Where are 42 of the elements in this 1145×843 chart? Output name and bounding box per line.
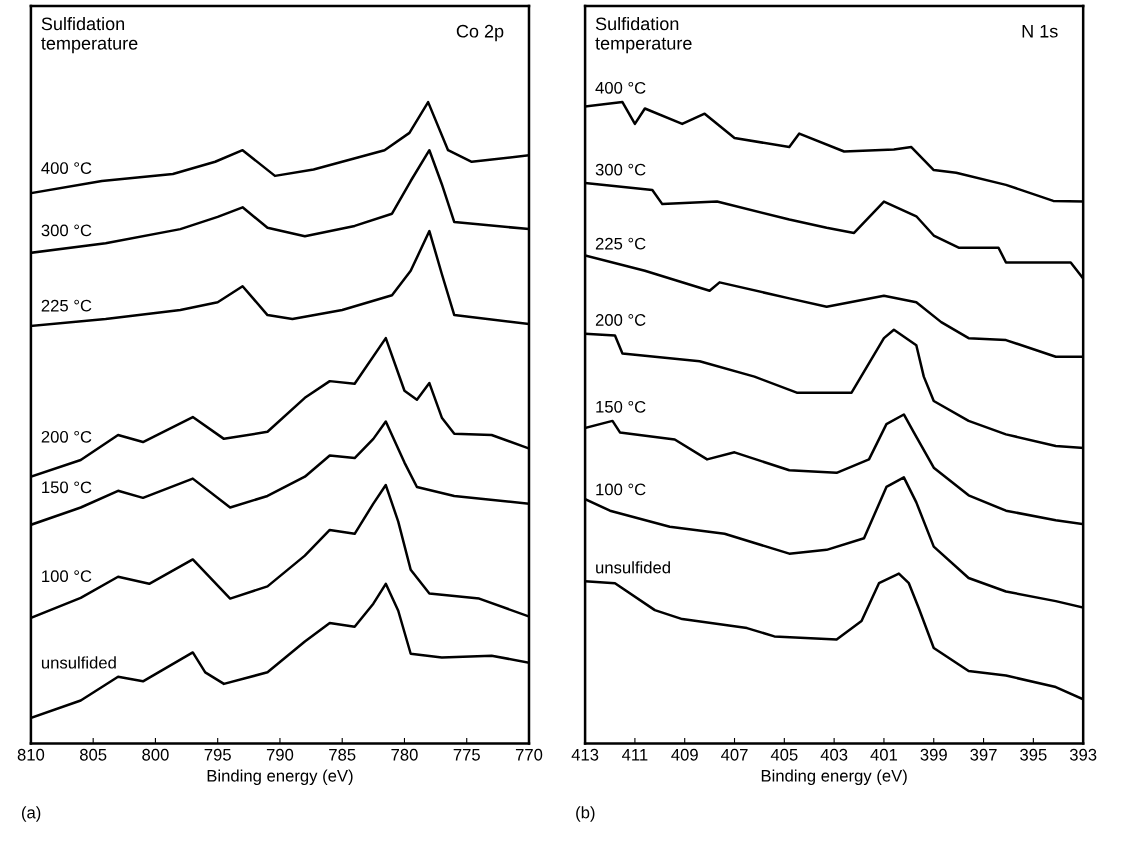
x-tick-label: 395 <box>1020 748 1047 761</box>
series-label: 300 °C <box>595 163 646 176</box>
x-tick-label: 401 <box>870 748 898 761</box>
x-tick-label: 790 <box>266 748 294 761</box>
x-tick-label: 409 <box>671 748 698 761</box>
x-axis-title: Binding energy (eV) <box>207 769 353 786</box>
x-tick-label: 795 <box>204 748 231 761</box>
series-label: 225 °C <box>595 237 646 250</box>
x-tick-label: 770 <box>515 748 543 761</box>
x-tick-label: 397 <box>970 748 997 761</box>
x-tick-label: 780 <box>391 748 418 761</box>
x-tick-label: 407 <box>721 748 748 761</box>
series-label: 100 °C <box>42 570 92 583</box>
x-tick-label: 405 <box>770 748 798 761</box>
x-tick-label: 411 <box>622 749 648 761</box>
text: (b) <box>576 806 595 822</box>
series-label: 150 °C <box>596 400 646 413</box>
x-tick-label: 805 <box>80 748 107 761</box>
x-tick-label: 403 <box>820 748 848 761</box>
text: N 1s <box>1022 25 1058 38</box>
text: Sulfidation temperature <box>41 16 138 54</box>
series-label: unsulfided <box>41 656 116 669</box>
series-label: 400 °C <box>595 81 646 94</box>
series-label: 100 °C <box>596 483 646 496</box>
series-label: 200 °C <box>41 430 92 443</box>
x-tick-label: 413 <box>571 748 599 761</box>
text: Sulfidation temperature <box>595 16 692 54</box>
series-label: 400 °C <box>41 162 92 174</box>
x-tick-label: 810 <box>17 748 45 761</box>
x-tick-label: 800 <box>142 748 169 761</box>
text: (a) <box>21 806 41 822</box>
x-axis-title: Binding energy (eV) <box>761 769 907 786</box>
x-tick-label: 399 <box>920 748 947 761</box>
x-tick-label: 393 <box>1069 748 1097 761</box>
series-label: 150 °C <box>42 481 92 494</box>
series-label: 300 °C <box>41 224 92 237</box>
series-label: 200 °C <box>595 314 646 326</box>
series-label: 225 °C <box>41 299 92 312</box>
x-tick-label: 775 <box>453 749 480 761</box>
text: Co 2p <box>456 24 504 42</box>
series-label: unsulfided <box>596 561 670 574</box>
x-tick-label: 785 <box>329 748 356 761</box>
